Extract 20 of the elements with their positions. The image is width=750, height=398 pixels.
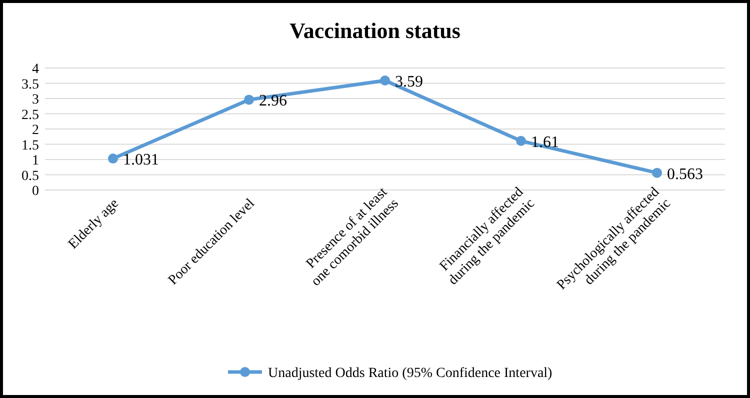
y-tick-label: 1 <box>32 154 39 168</box>
point <box>244 94 254 105</box>
point <box>380 76 390 86</box>
y-tick-label: 0.5 <box>22 168 39 184</box>
data-label: 1.031 <box>123 152 159 169</box>
y-tick-label: 1.5 <box>22 138 39 154</box>
y-tick-label: 3 <box>32 92 39 108</box>
data-label: 0.563 <box>667 166 703 183</box>
point <box>108 154 118 164</box>
legend-label: Unadjusted Odds Ratio (95% Confidence Interval) <box>268 366 553 381</box>
y-tick-label: 3.5 <box>22 77 39 92</box>
chart-title: Vaccination status <box>290 18 461 43</box>
point <box>652 168 662 178</box>
y-tick-label: 2.5 <box>22 108 39 123</box>
y-tick-label: 4 <box>32 62 39 77</box>
data-label: 3.59 <box>395 74 423 91</box>
point <box>516 136 526 146</box>
y-tick-label: 0 <box>32 184 39 199</box>
y-tick-label: 2 <box>32 123 39 138</box>
data-label: 2.96 <box>259 92 287 110</box>
